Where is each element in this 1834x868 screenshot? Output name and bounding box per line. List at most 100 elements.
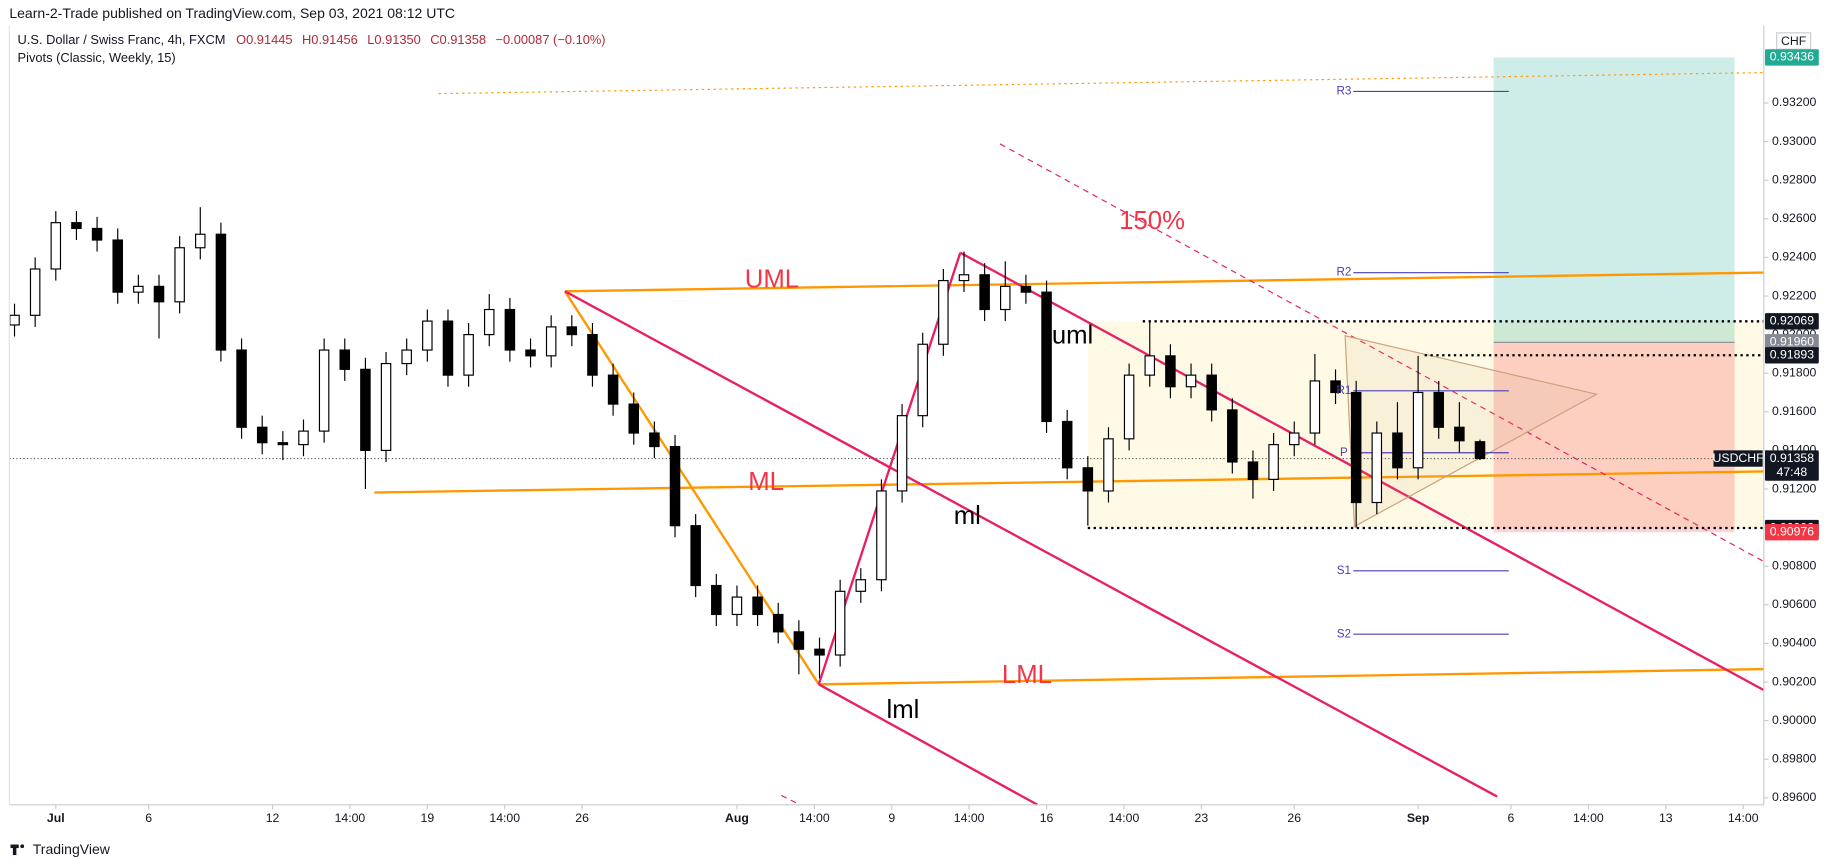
- pivot-label: S2: [1337, 627, 1351, 640]
- price-tag: [1764, 347, 1819, 364]
- candle-body: [1103, 438, 1114, 492]
- candle-body: [958, 274, 970, 282]
- annotation: 150%: [1119, 207, 1185, 235]
- candle-body: [1247, 461, 1259, 480]
- x-tick-label: 19: [421, 811, 435, 825]
- candle-body: [195, 233, 206, 249]
- y-tick-label: 0.91200: [1772, 481, 1817, 495]
- candle-body: [938, 279, 949, 345]
- candle-body: [360, 368, 371, 451]
- x-tick-label: 23: [1195, 811, 1209, 825]
- triangle: [1344, 335, 1599, 528]
- candle-body: [711, 584, 722, 616]
- x-tick-label: Aug: [725, 811, 749, 825]
- candle-body: [1061, 420, 1073, 469]
- candle-body: [380, 362, 392, 451]
- candle-body: [1185, 374, 1197, 388]
- y-tick-label: 0.92200: [1772, 288, 1817, 302]
- symbol-name: U.S. Dollar / Swiss Franc, 4h, FXCM: [18, 32, 226, 47]
- candle-body: [1082, 467, 1094, 492]
- symbol-tag: [1713, 450, 1763, 467]
- candle-body: [1227, 409, 1238, 463]
- candle-body: [1020, 285, 1032, 293]
- candle-body: [566, 326, 578, 336]
- candle-body: [236, 349, 247, 428]
- candle-body: [1309, 380, 1321, 434]
- candle-body: [545, 326, 557, 357]
- price-tag-label: 0.91893: [1770, 348, 1815, 362]
- candle-body: [1144, 355, 1156, 376]
- candle-body: [91, 227, 103, 241]
- logo-icon: [12, 844, 17, 856]
- candle-body: [814, 648, 825, 656]
- y-tick-label: 0.90200: [1772, 674, 1817, 688]
- price-tag: [1764, 49, 1819, 66]
- candle-body: [463, 334, 474, 376]
- candle-body: [1454, 426, 1465, 442]
- extension-line: [999, 143, 1765, 563]
- x-tick-label: 14:00: [1573, 811, 1604, 825]
- logo-icon: [20, 844, 25, 849]
- x-tick-label: 14:00: [1109, 811, 1140, 825]
- candle-body: [339, 349, 351, 370]
- candle-body: [215, 233, 227, 351]
- ohlc-change: −0.00087 (−0.10%): [495, 32, 605, 47]
- candle-body: [318, 349, 330, 432]
- annotation: UML: [745, 266, 799, 294]
- y-tick-label: 0.89600: [1772, 790, 1817, 804]
- axes: CHF 0.89600 0.89800 0.90000 0.90200 0.90400 0…: [8, 25, 1819, 825]
- red-pitchfork-lower: [818, 683, 1039, 806]
- candle-body: [422, 320, 433, 351]
- candle-body: [731, 596, 743, 616]
- candles: [9, 207, 1486, 679]
- candle-body: [690, 525, 701, 587]
- candle-body: [1412, 391, 1424, 469]
- price-tag-label: 0.90976: [1770, 524, 1815, 538]
- symbol-line: U.S. Dollar / Swiss Franc, 4h, FXCM O0.9…: [18, 32, 606, 47]
- candle-body: [401, 349, 412, 365]
- candle-body: [29, 268, 41, 316]
- pivot-label: R1: [1336, 384, 1351, 397]
- candle-body: [1330, 380, 1341, 394]
- currency: CHF: [1781, 34, 1806, 48]
- labels: UML ML LML uml ml lml 150% R3 R2 R1 P S1 S2: [745, 85, 1352, 724]
- ohlc-open: O0.91445: [236, 32, 292, 47]
- x-tick-label: 14:00: [1728, 811, 1759, 825]
- ohlc-low: L0.91350: [367, 32, 421, 47]
- candle-body: [71, 222, 82, 230]
- y-tick-label: 0.92400: [1772, 250, 1817, 264]
- candle-body: [1165, 355, 1176, 388]
- price-tag: [1764, 450, 1819, 481]
- ohlc-close: C0.91358: [430, 32, 486, 47]
- candle-body: [50, 222, 62, 270]
- countdown: 47:48: [1777, 465, 1808, 479]
- candle-body: [896, 415, 908, 492]
- candle-body: [1268, 444, 1279, 480]
- x-tick-label: 14:00: [954, 811, 985, 825]
- candle-body: [483, 308, 495, 336]
- symbol-tag-label: USDCHF: [1713, 451, 1764, 465]
- candle-body: [504, 308, 516, 351]
- price-tag-label: 0.91960: [1770, 335, 1815, 349]
- y-tick-label: 0.89800: [1772, 751, 1817, 765]
- extension-line: [781, 794, 801, 806]
- candle-body: [793, 631, 805, 650]
- candle-body: [277, 442, 289, 446]
- pivot-label: R2: [1336, 266, 1351, 279]
- x-tick-label: 26: [1287, 811, 1301, 825]
- candle-body: [752, 596, 763, 616]
- candle-body: [855, 579, 867, 592]
- candle-body: [298, 430, 309, 446]
- indicator-line: Pivots (Classic, Weekly, 15): [18, 50, 176, 65]
- footer-logo: TradingView: [33, 841, 111, 857]
- pitchfork-lower: [818, 667, 1764, 686]
- y-tick-label: 0.93000: [1772, 134, 1817, 148]
- candle-body: [1123, 374, 1135, 440]
- candle-body: [876, 490, 887, 581]
- annotation: LML: [1002, 661, 1052, 689]
- published-line: Learn-2-Trade published on TradingView.c…: [9, 5, 455, 21]
- candle-body: [917, 343, 928, 417]
- candle-body: [1392, 432, 1403, 469]
- x-tick-label: 26: [575, 811, 589, 825]
